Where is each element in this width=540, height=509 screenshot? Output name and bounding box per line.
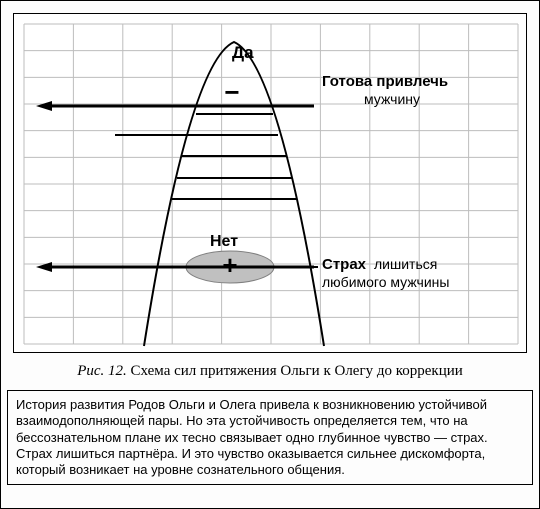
plus-sign: + <box>222 250 237 280</box>
label-ready-plain: мужчину <box>364 91 420 107</box>
label-fear-plain1: лишиться <box>374 256 437 272</box>
label-ready-bold: Готова привлечь <box>322 73 448 90</box>
label-yes: Да <box>232 43 254 62</box>
label-fear-bold: Страх <box>322 256 367 273</box>
document-page: − + Да Нет Готова привлечьмужчину Страх лишить… <box>0 0 540 509</box>
minus-sign: − <box>224 77 239 107</box>
label-no: Нет <box>210 233 238 250</box>
figure-frame: − + Да Нет Готова привлечьмужчину Страх лишить… <box>13 13 527 353</box>
caption-text: Схема сил притяжения Ольги к Олегу до ко… <box>131 363 463 379</box>
caption-prefix: Рис. 12. <box>77 363 127 379</box>
arrow-upper-head <box>36 101 52 111</box>
description-text: История развития Родов Ольги и Олега при… <box>16 397 488 477</box>
description-box: История развития Родов Ольги и Олега при… <box>7 390 533 485</box>
label-fear-plain2: любимого мужчины <box>322 274 449 290</box>
figure-caption: Рис. 12. Схема сил притяжения Ольги к Ол… <box>1 359 539 384</box>
grid <box>24 24 518 344</box>
